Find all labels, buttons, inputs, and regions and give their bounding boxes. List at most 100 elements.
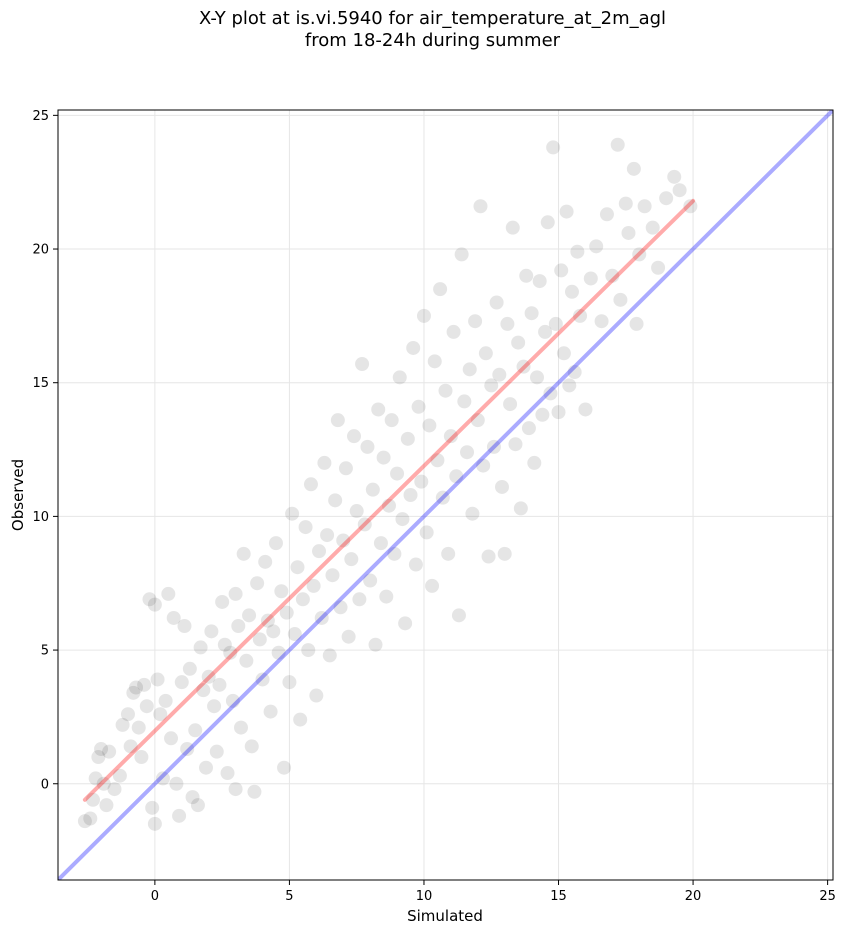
data-point [126, 685, 141, 700]
data-point [352, 592, 367, 607]
chart-subtitle: from 18-24h during summer [304, 30, 561, 51]
data-point [166, 610, 181, 625]
data-point [287, 627, 302, 642]
data-point [400, 431, 415, 446]
data-point [683, 199, 698, 214]
data-point [344, 552, 359, 567]
data-point [333, 600, 348, 615]
data-point [583, 271, 598, 286]
data-point [486, 439, 501, 454]
data-point [201, 669, 216, 684]
data-point [357, 517, 372, 532]
data-point [559, 204, 574, 219]
data-point [123, 739, 138, 754]
data-point [330, 413, 345, 428]
data-point [468, 314, 483, 329]
data-point [449, 469, 464, 484]
data-point [217, 637, 232, 652]
data-point [605, 268, 620, 283]
data-point [503, 397, 518, 412]
data-point [529, 370, 544, 385]
data-point [360, 439, 375, 454]
data-point [532, 274, 547, 289]
data-point [91, 750, 106, 765]
data-point [271, 645, 286, 660]
data-point [303, 477, 318, 492]
data-point [322, 648, 337, 663]
data-point [416, 308, 431, 323]
data-point [306, 578, 321, 593]
data-point [94, 741, 109, 756]
chart-title-block: X-Y plot at is.vi.5940 for air_temperatu… [0, 8, 847, 52]
data-point [228, 782, 243, 797]
data-point [672, 183, 687, 198]
data-point [390, 466, 405, 481]
data-point [85, 792, 100, 807]
data-point [645, 220, 660, 235]
data-point [188, 723, 203, 738]
data-point [365, 482, 380, 497]
data-point [443, 429, 458, 444]
y-axis-ticks: 0 5 10 15 20 25 [32, 109, 58, 792]
data-point [320, 528, 335, 543]
data-point [112, 768, 127, 783]
data-point [659, 191, 674, 206]
data-point [355, 356, 370, 371]
data-point [314, 610, 329, 625]
data-point [131, 720, 146, 735]
data-point [387, 546, 402, 561]
x-axis-ticks: 0 5 10 15 20 25 [151, 880, 836, 904]
data-point [285, 506, 300, 521]
identity-line [58, 110, 833, 880]
data-point [368, 637, 383, 652]
data-point [610, 137, 625, 152]
data-point [169, 776, 184, 791]
data-point [473, 199, 488, 214]
x-tick-label: 15 [550, 889, 567, 904]
data-point [408, 557, 423, 572]
data-point [419, 525, 434, 540]
data-point [454, 247, 469, 262]
data-point [379, 589, 394, 604]
data-point [220, 766, 235, 781]
x-tick-label: 25 [819, 889, 836, 904]
data-point [233, 720, 248, 735]
data-point [309, 688, 324, 703]
data-point [139, 699, 154, 714]
data-point [347, 429, 362, 444]
data-point [395, 512, 410, 527]
data-point [228, 586, 243, 601]
data-point [137, 677, 152, 692]
data-point [236, 546, 251, 561]
data-point [107, 782, 122, 797]
data-point [478, 346, 493, 361]
data-point [484, 378, 499, 393]
data-point [290, 560, 305, 575]
data-point [174, 675, 189, 690]
data-point [414, 474, 429, 489]
data-point [551, 405, 566, 420]
data-point [406, 340, 421, 355]
data-point [147, 816, 162, 831]
x-tick-label: 10 [416, 889, 433, 904]
data-point [274, 584, 289, 599]
data-point [516, 359, 531, 374]
data-point [298, 520, 313, 535]
data-point [425, 578, 440, 593]
reference-lines [58, 110, 833, 880]
data-point [451, 608, 466, 623]
data-point [567, 365, 582, 380]
data-point [258, 554, 273, 569]
data-point [268, 536, 283, 551]
data-point [325, 568, 340, 583]
data-point [476, 458, 491, 473]
data-point [150, 672, 165, 687]
data-point [158, 693, 173, 708]
data-point [363, 573, 378, 588]
data-point [204, 624, 219, 639]
data-point [182, 661, 197, 676]
data-point [196, 683, 211, 698]
data-point [266, 624, 281, 639]
data-point [212, 677, 227, 692]
